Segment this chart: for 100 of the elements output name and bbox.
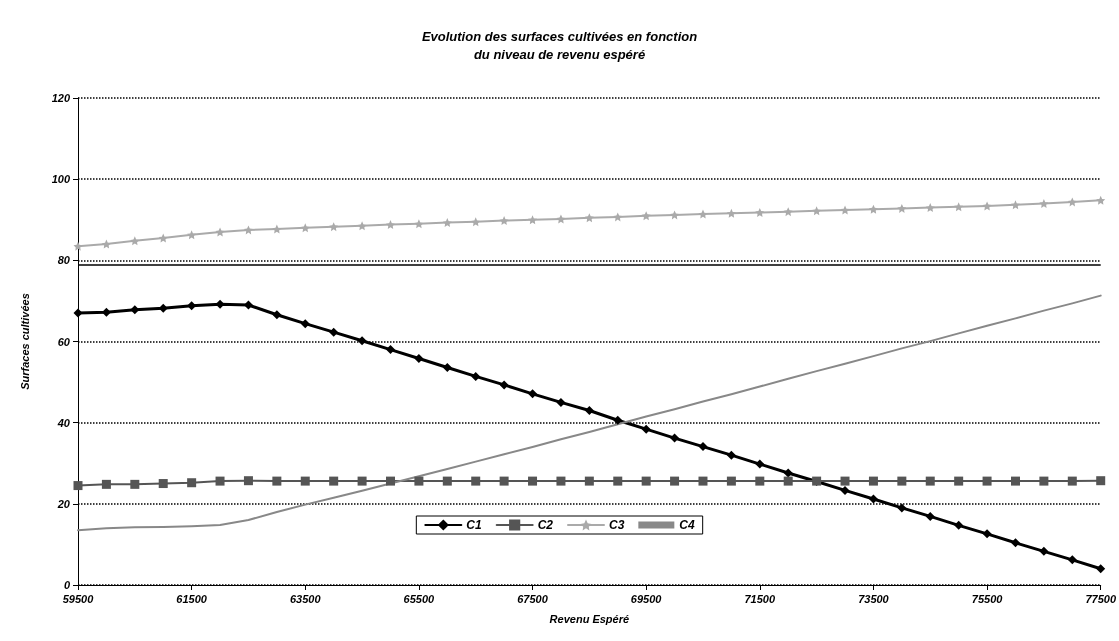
point — [329, 476, 339, 486]
x-tick-label: 73500 — [858, 592, 890, 605]
point — [1096, 195, 1106, 205]
point — [982, 529, 992, 539]
x-tick-label: 67500 — [517, 592, 549, 605]
point — [840, 205, 850, 215]
point — [385, 476, 395, 486]
y-axis-title: Surfaces cultivées — [18, 293, 31, 390]
x-tick-label: 71500 — [744, 592, 776, 605]
y-tick-label: 40 — [56, 416, 71, 429]
x-axis-title: Revenu Espéré — [549, 612, 630, 625]
point — [499, 380, 509, 390]
point — [414, 354, 424, 364]
point — [556, 214, 566, 224]
point — [1096, 476, 1106, 486]
point — [130, 479, 140, 489]
point — [1067, 555, 1077, 565]
point — [385, 345, 395, 355]
y-tick-label: 0 — [63, 579, 71, 591]
point — [1067, 197, 1077, 207]
point — [1010, 538, 1020, 548]
point — [868, 494, 878, 504]
point — [442, 362, 452, 372]
x-tick-label: 59500 — [62, 592, 95, 605]
y-tick-label: 20 — [56, 497, 71, 510]
point — [528, 215, 538, 225]
point — [698, 442, 708, 452]
point — [613, 476, 623, 486]
point — [925, 476, 935, 486]
point — [755, 459, 765, 469]
point — [215, 476, 225, 486]
point — [641, 424, 651, 434]
point — [471, 371, 481, 381]
legend-label: C2 — [537, 518, 554, 532]
point — [158, 479, 168, 489]
legend-label: C1 — [466, 518, 482, 532]
x-tick-label: 63500 — [289, 592, 322, 605]
point — [925, 511, 935, 521]
point — [442, 476, 452, 486]
point — [73, 308, 83, 318]
chart-title: Evolution des surfaces cultivées en fonction du niveau de revenu espéré — [421, 28, 698, 62]
point — [897, 476, 907, 486]
point — [584, 476, 594, 486]
point — [840, 476, 850, 486]
point — [954, 202, 964, 212]
point — [1067, 476, 1077, 486]
legend-label: C4 — [679, 518, 696, 532]
x-tick-label: 61500 — [176, 592, 208, 605]
point — [1096, 564, 1106, 574]
point — [670, 476, 680, 486]
x-tick-label: 75500 — [971, 592, 1004, 605]
point — [1039, 476, 1049, 486]
point — [755, 476, 765, 486]
point — [329, 222, 339, 232]
point — [243, 225, 253, 235]
point — [982, 201, 992, 211]
line-series — [77, 294, 1102, 532]
point — [670, 433, 680, 443]
point — [840, 485, 850, 495]
point — [584, 213, 594, 223]
point — [954, 476, 964, 486]
point — [1010, 200, 1020, 210]
point — [187, 230, 197, 240]
legend-label: C3 — [609, 518, 625, 532]
point — [698, 476, 708, 486]
point — [158, 233, 168, 243]
point — [442, 218, 452, 228]
point — [783, 207, 793, 217]
x-tick-label: 77500 — [1085, 592, 1117, 605]
point — [471, 217, 481, 227]
point — [726, 208, 736, 218]
point — [357, 221, 367, 231]
point — [499, 476, 509, 486]
point — [215, 227, 225, 237]
point — [925, 203, 935, 213]
x-tick-label: 69500 — [630, 592, 663, 605]
point — [101, 479, 111, 489]
point — [300, 223, 310, 233]
point — [726, 450, 736, 460]
y-tick-label: 80 — [57, 254, 71, 267]
point — [556, 476, 566, 486]
point — [670, 210, 680, 220]
point — [641, 211, 651, 221]
point — [300, 476, 310, 486]
y-tick-label: 60 — [57, 335, 71, 348]
point — [471, 476, 481, 486]
point — [755, 207, 765, 217]
point — [385, 220, 395, 230]
point — [982, 476, 992, 486]
point — [726, 476, 736, 486]
point — [783, 468, 793, 478]
point — [329, 327, 339, 337]
point — [73, 481, 83, 491]
point — [414, 476, 424, 486]
point — [414, 219, 424, 229]
point — [1010, 476, 1020, 486]
point — [613, 212, 623, 222]
point — [897, 503, 907, 513]
point — [868, 476, 878, 486]
point — [641, 476, 651, 486]
